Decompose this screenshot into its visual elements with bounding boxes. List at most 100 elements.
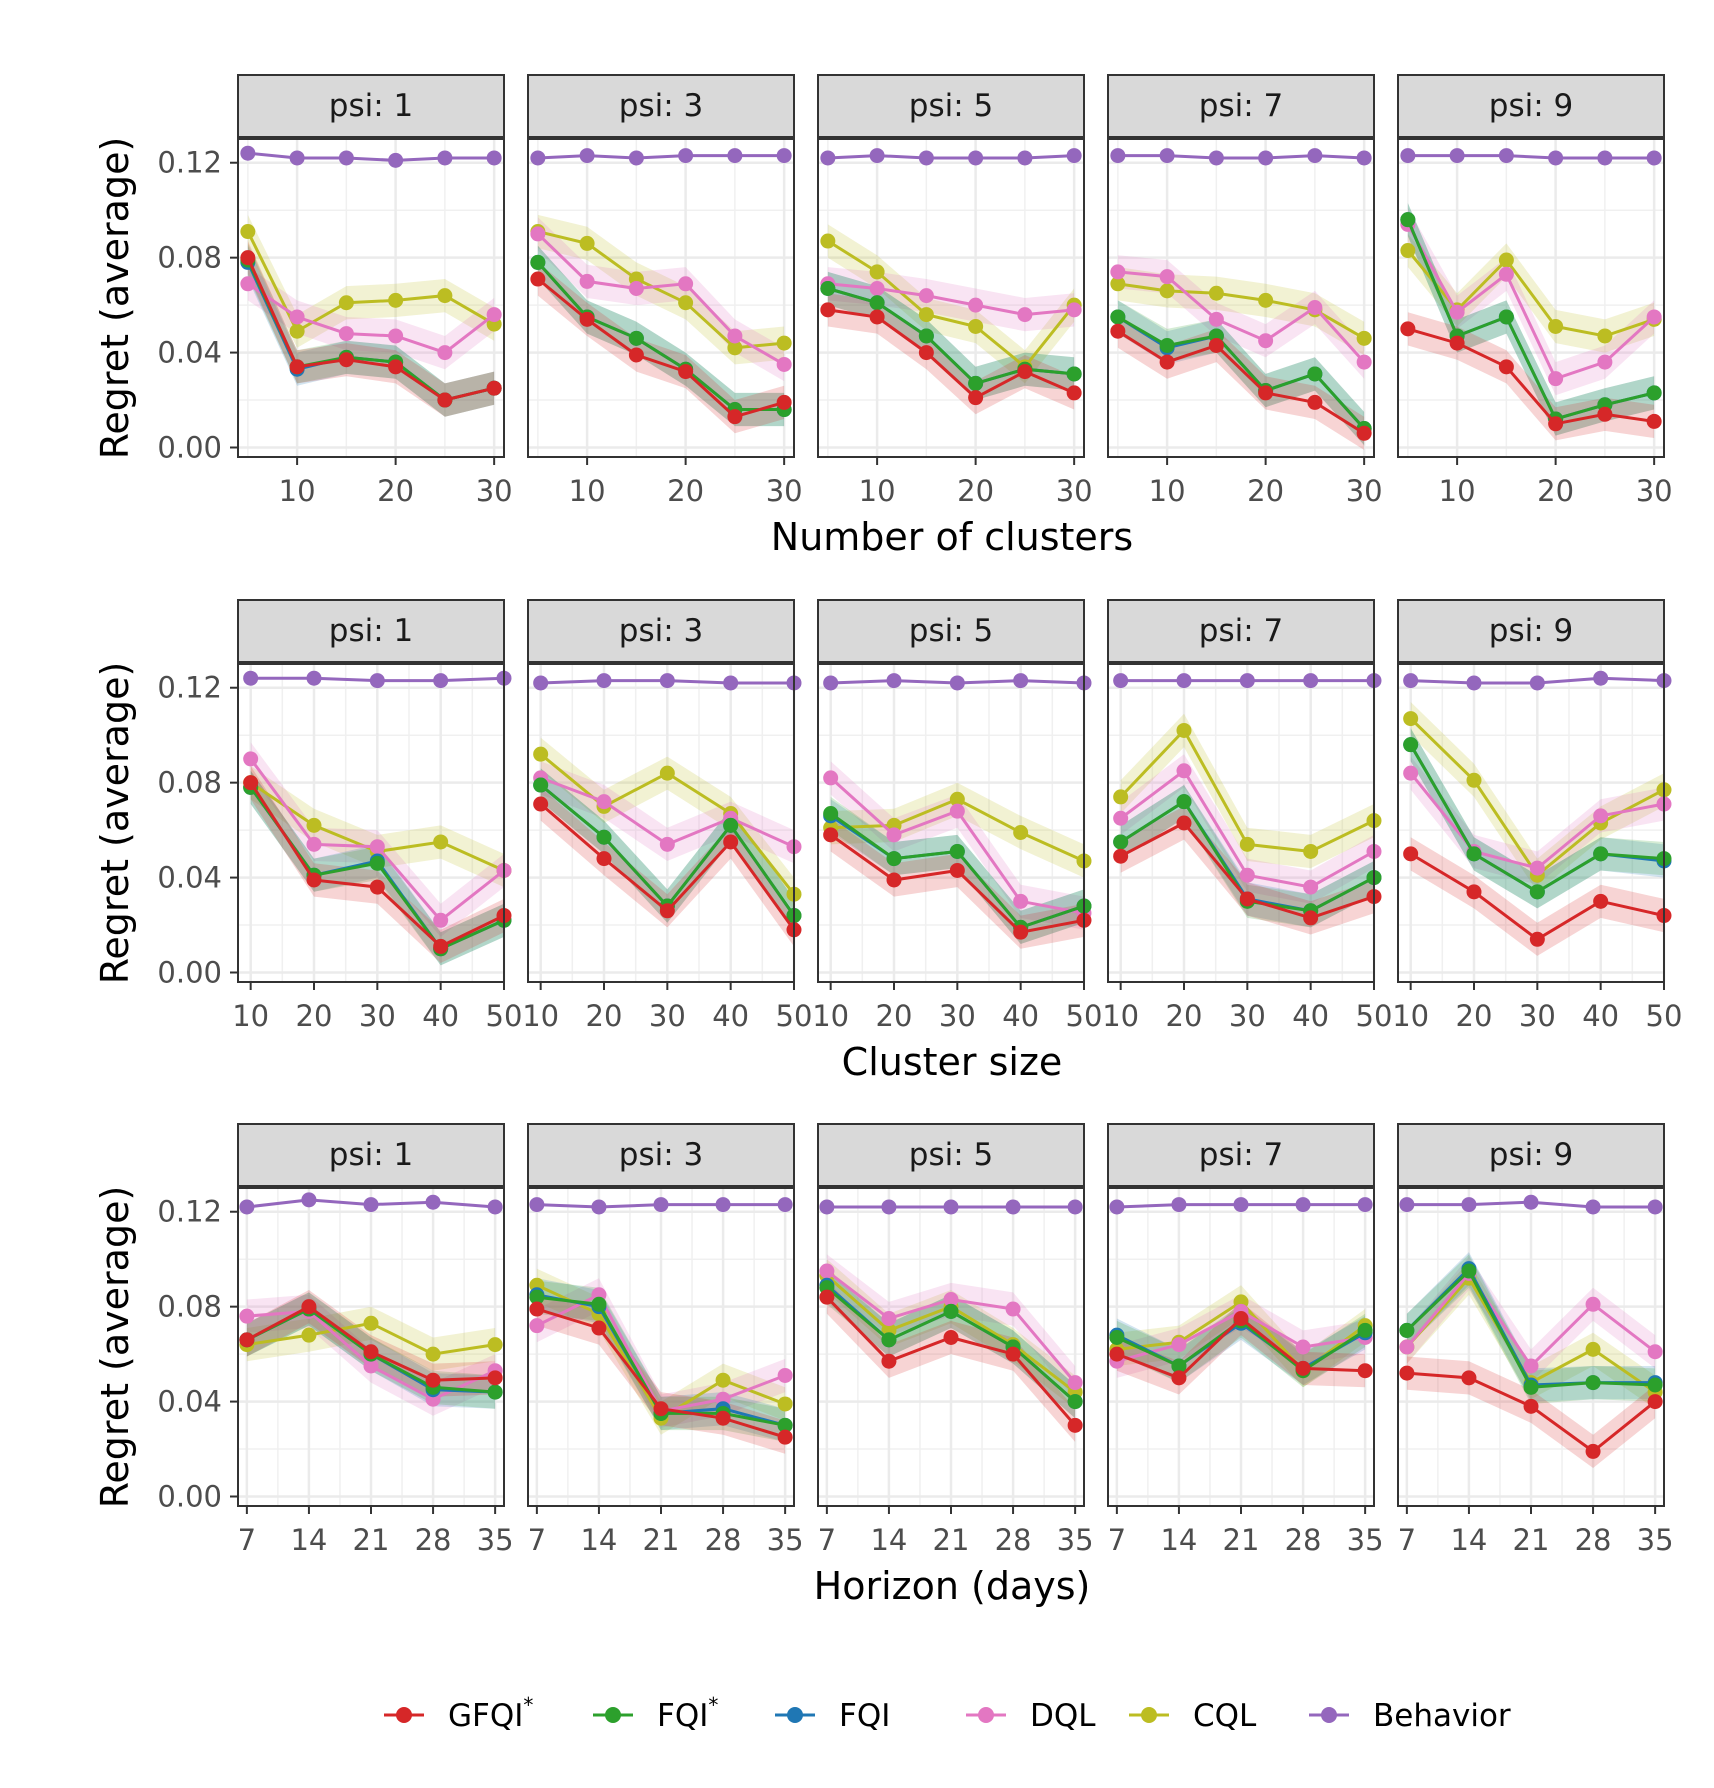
panel-background xyxy=(528,139,794,457)
facet-panel: psi: 9 7 14 21 28 35 xyxy=(1397,1123,1674,1557)
x-tick-label: 30 xyxy=(939,999,976,1033)
data-point xyxy=(369,855,385,871)
x-tick-label: 21 xyxy=(353,1523,390,1557)
series-line xyxy=(1406,219,1655,421)
x-tick-label: 21 xyxy=(1513,1523,1550,1557)
data-point xyxy=(678,148,694,164)
data-point xyxy=(433,834,449,850)
data-point xyxy=(1498,252,1514,268)
data-point xyxy=(819,1289,835,1305)
data-point xyxy=(579,235,595,251)
data-point xyxy=(727,409,743,425)
facet-strip xyxy=(817,74,1085,138)
data-point xyxy=(943,1199,959,1215)
data-point xyxy=(869,281,885,297)
data-point xyxy=(1449,148,1465,164)
ci-ribbon xyxy=(540,761,794,864)
data-point xyxy=(388,328,404,344)
data-point xyxy=(486,307,502,323)
facet-label: psi: 5 xyxy=(909,88,993,124)
x-tick-label: 30 xyxy=(1519,999,1556,1033)
x-tick-label: 30 xyxy=(359,999,396,1033)
ci-ribbon xyxy=(537,262,785,434)
data-point xyxy=(530,271,546,287)
x-tick-label: 14 xyxy=(290,1523,327,1557)
data-point xyxy=(968,318,984,334)
x-tick-label: 28 xyxy=(1285,1523,1322,1557)
data-point xyxy=(1295,1197,1311,1213)
data-point xyxy=(628,330,644,346)
series-line xyxy=(827,308,1075,400)
data-point xyxy=(243,670,259,686)
x-axis-title: Number of clusters xyxy=(771,515,1133,559)
legend-item: FQI xyxy=(775,1698,890,1734)
data-point xyxy=(1498,359,1514,375)
legend-key-point xyxy=(1321,1707,1337,1723)
data-point xyxy=(1066,302,1082,318)
data-point xyxy=(1159,148,1175,164)
facet-strip xyxy=(1397,1123,1665,1187)
data-point xyxy=(918,328,934,344)
data-point xyxy=(659,836,675,852)
data-point xyxy=(777,1417,793,1433)
facet-label: psi: 5 xyxy=(909,1137,993,1173)
data-point xyxy=(1239,836,1255,852)
data-point xyxy=(968,150,984,166)
data-point xyxy=(820,281,836,297)
legend-label: DQL xyxy=(1030,1698,1096,1734)
data-point xyxy=(678,295,694,311)
facet-strip xyxy=(817,1123,1085,1187)
data-point xyxy=(1403,765,1419,781)
data-point xyxy=(1295,1360,1311,1376)
data-point xyxy=(943,1292,959,1308)
x-tick-label: 7 xyxy=(528,1523,546,1557)
data-point xyxy=(869,309,885,325)
data-point xyxy=(1593,846,1609,862)
data-point xyxy=(388,292,404,308)
data-point xyxy=(289,323,305,339)
data-point xyxy=(529,1197,545,1213)
data-point xyxy=(1013,924,1029,940)
facet-label: psi: 9 xyxy=(1489,1137,1573,1173)
data-point xyxy=(1258,292,1274,308)
data-point xyxy=(968,375,984,391)
data-point xyxy=(949,843,965,859)
data-point xyxy=(1239,673,1255,689)
data-point xyxy=(918,288,934,304)
data-point xyxy=(1233,1197,1249,1213)
x-tick-label: 10 xyxy=(1149,474,1186,508)
legend-key-point xyxy=(396,1707,412,1723)
data-point xyxy=(338,326,354,342)
data-point xyxy=(289,309,305,325)
data-point xyxy=(433,912,449,928)
series-line xyxy=(1407,154,1655,160)
ci-ribbon xyxy=(1407,203,1655,436)
data-point xyxy=(1461,1370,1477,1386)
x-tick-label: 28 xyxy=(995,1523,1032,1557)
panel-border xyxy=(817,663,1085,983)
ci-ribbon xyxy=(1117,314,1365,450)
x-tick-label: 40 xyxy=(1582,999,1619,1033)
data-point xyxy=(727,148,743,164)
ci-ribbon xyxy=(1120,806,1374,935)
data-point xyxy=(1303,910,1319,926)
x-axis-title: Cluster size xyxy=(842,1040,1063,1084)
data-point xyxy=(486,380,502,396)
data-point xyxy=(487,1199,503,1215)
x-tick-label: 35 xyxy=(1347,1523,1384,1557)
data-point xyxy=(1585,1199,1601,1215)
data-point xyxy=(1403,673,1419,689)
data-point xyxy=(1461,1197,1477,1213)
facet-strip xyxy=(1397,74,1665,138)
legend-label-superscript: * xyxy=(523,1693,533,1717)
series-line xyxy=(827,154,1075,160)
data-point xyxy=(1647,1377,1663,1393)
data-point xyxy=(433,673,449,689)
data-point xyxy=(1356,150,1372,166)
data-point xyxy=(628,281,644,297)
data-point xyxy=(776,148,792,164)
x-tick-label: 35 xyxy=(1057,1523,1094,1557)
data-point xyxy=(533,675,549,691)
y-tick-label: 0.00 xyxy=(157,956,222,990)
data-point xyxy=(1113,789,1129,805)
